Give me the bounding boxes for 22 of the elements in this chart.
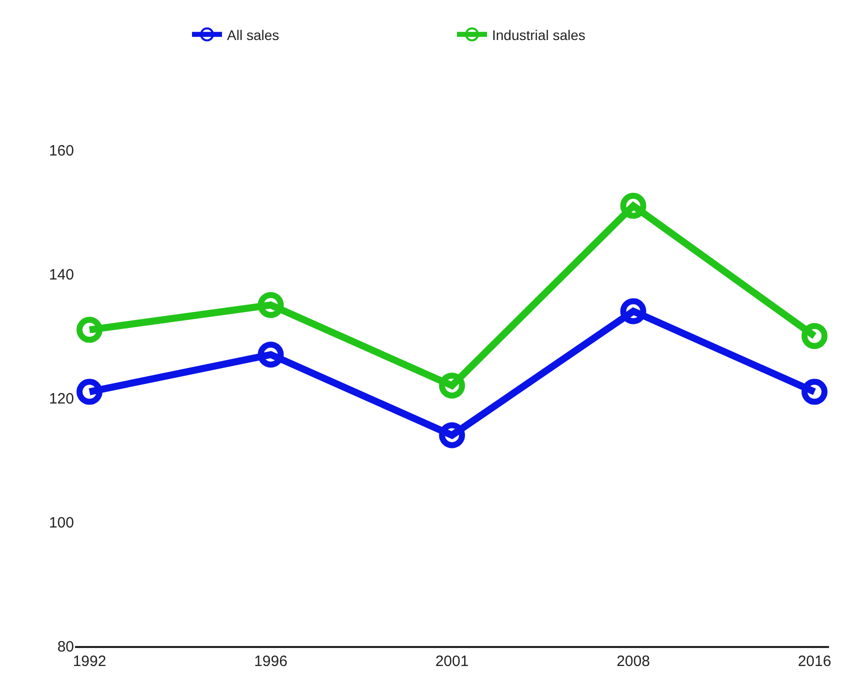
y-tick-label: 80 [57, 638, 74, 656]
point [439, 372, 465, 399]
point [439, 422, 465, 448]
point [258, 342, 284, 368]
point [620, 192, 646, 219]
y-tick-label: 120 [48, 390, 74, 408]
x-tick-label: 1992 [72, 653, 106, 670]
x-tick-label: 2016 [798, 653, 832, 670]
point [620, 298, 646, 324]
y-tick-label: 100 [48, 514, 74, 532]
legend-label: Industrial sales [492, 26, 586, 43]
y-tick-label: 160 [48, 142, 74, 160]
point [258, 292, 284, 318]
point [802, 378, 828, 405]
legend-label: All sales [227, 26, 280, 43]
x-tick-label: 2008 [616, 653, 650, 670]
point [76, 316, 102, 343]
x-tick-label: 2001 [435, 653, 469, 670]
x-tick-label: 1996 [254, 653, 288, 670]
point [802, 323, 828, 349]
y-tick-label: 140 [48, 266, 74, 284]
point [76, 378, 102, 405]
